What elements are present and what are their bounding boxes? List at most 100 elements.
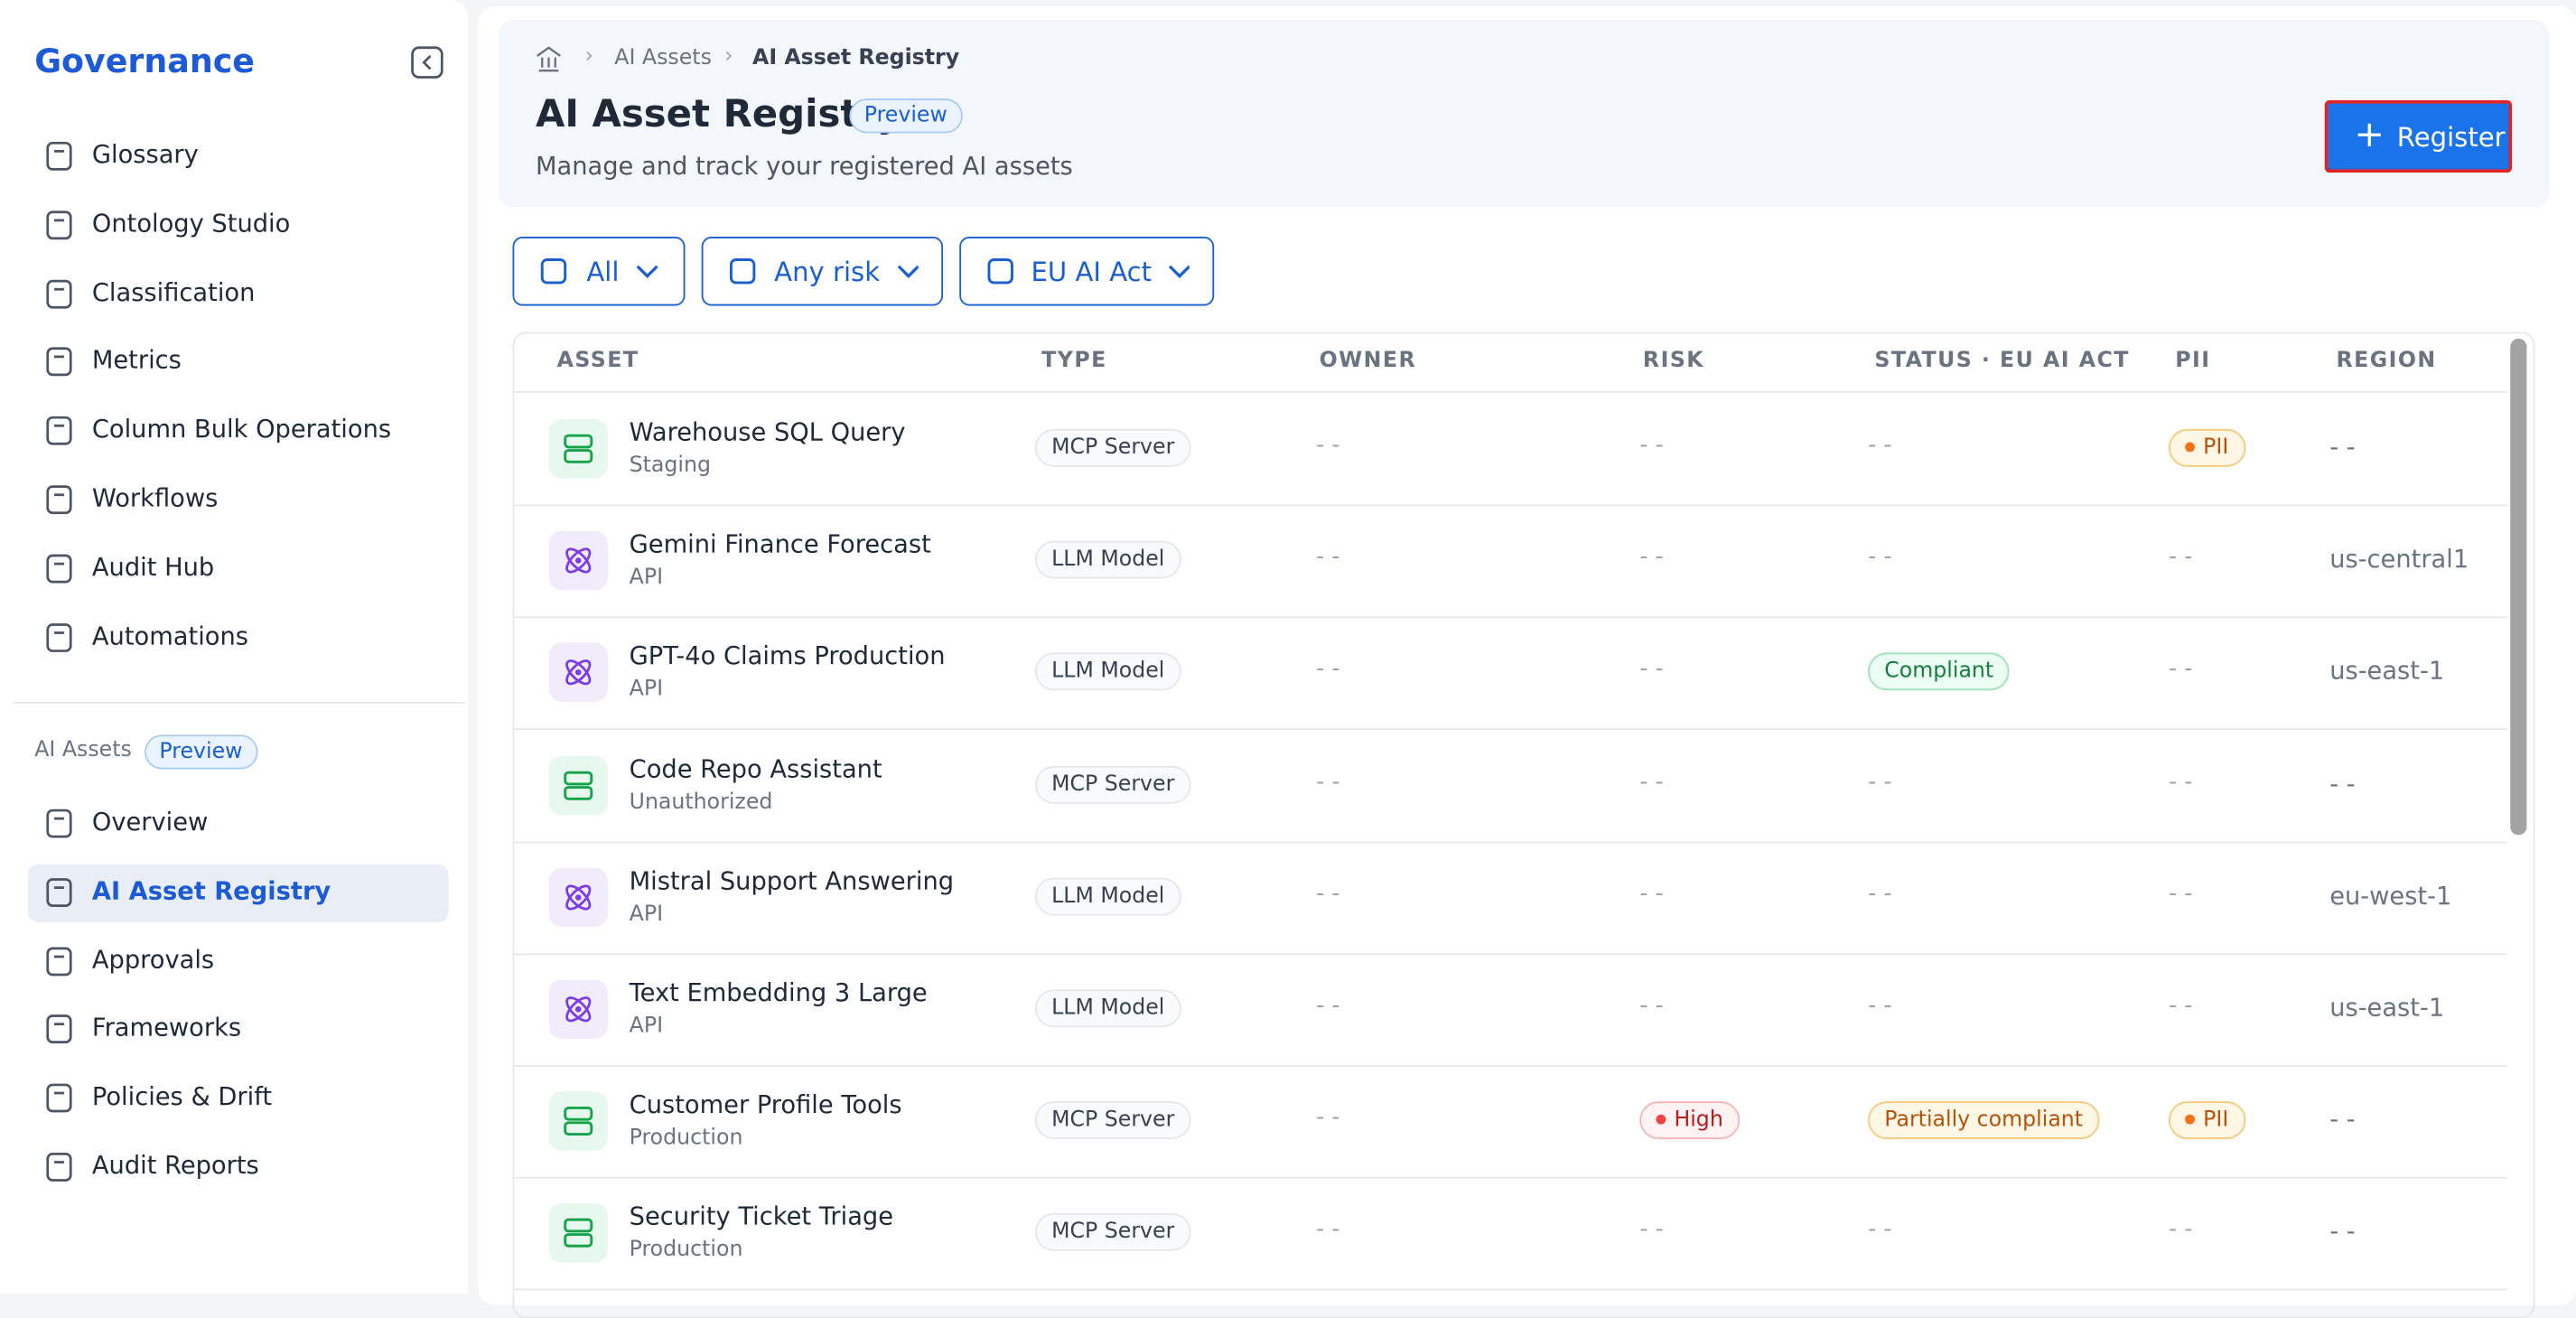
cell-text: - - [1868,544,1892,571]
filter-label: Any risk [774,255,881,287]
cell-text: - - [1639,880,1664,908]
collapse-button [411,46,443,79]
nav-icon [42,552,75,584]
asset-icon [548,1091,608,1152]
cell-text: - - [1315,432,1340,459]
badge-dot [2185,441,2196,452]
nav-icon-svg [46,877,72,907]
cell-text: - - [2329,432,2356,463]
filter-dropdown[interactable]: All [512,237,686,306]
row-divider [514,616,2507,619]
nav-item[interactable]: Audit Reports [91,1150,259,1181]
nav-item[interactable]: Classification [91,276,256,307]
asset-name[interactable]: GPT-4o Claims Production [629,641,946,672]
badge-dot [2185,1114,2196,1125]
cell-text: - - [1639,1217,1664,1244]
page-subtitle: Manage and track your registered AI asse… [535,151,1073,182]
nav-icon-svg [46,485,72,515]
cell-text: us-east-1 [2329,993,2445,1023]
status-badge: High [1639,1101,1741,1140]
badge-label: LLM Model [1051,883,1165,909]
cell-text: - - [2168,656,2193,683]
table-frame [512,332,2535,1318]
nav-item[interactable]: Metrics [91,345,182,376]
asset-subtitle: Unauthorized [629,790,773,815]
nav-icon-svg [46,622,72,652]
status-badge: Partially compliant [1868,1101,2100,1140]
badge-dot [1656,1114,1666,1125]
column-header: OWNER [1319,348,1417,374]
scrollbar[interactable] [2510,338,2527,836]
nav-icon [42,346,75,379]
cell-text: - - [2329,1105,2356,1135]
column-header: ASSET [556,348,639,374]
nav-item[interactable]: Audit Hub [91,552,215,582]
filter-dropdown[interactable]: EU AI Act [959,237,1215,306]
asset-name[interactable]: Customer Profile Tools [629,1089,902,1120]
breadcrumb-link[interactable]: AI Assets [614,45,712,71]
nav-item[interactable]: Frameworks [91,1013,242,1043]
type-pill: LLM Model [1034,877,1181,916]
nav-item[interactable]: AI Asset Registry [91,875,331,906]
asset-icon [548,755,608,815]
cell-text: - - [1315,1105,1340,1132]
nav-icon [42,1014,75,1046]
section-label: AI Assets [34,738,132,763]
asset-icon-svg [548,867,608,927]
nav-icon [42,807,75,839]
asset-name[interactable]: Mistral Support Answering [629,865,955,896]
asset-name[interactable]: Security Ticket Triage [629,1201,894,1232]
cell-text: - - [1639,432,1664,459]
asset-icon-svg [548,755,608,815]
nav-icon [42,621,75,653]
asset-icon-svg [548,1091,608,1152]
nav-icon-svg [46,348,72,377]
sidebar [0,0,469,1295]
nav-icon-svg [46,1083,72,1113]
nav-item[interactable]: Approvals [91,944,215,975]
nav-item[interactable]: Automations [91,621,248,650]
asset-subtitle: API [629,1014,664,1039]
nav-icon-svg [46,210,72,239]
asset-icon-svg [548,418,608,479]
row-divider [514,504,2507,507]
asset-icon [548,643,608,703]
nav-icon-svg [46,1152,72,1182]
cell-text: - - [2168,993,2193,1020]
chevron [636,265,658,279]
asset-name[interactable]: Gemini Finance Forecast [629,529,931,560]
cell-text: - - [1315,880,1340,908]
nav-item[interactable]: Overview [91,807,209,837]
asset-name[interactable]: Warehouse SQL Query [629,417,906,447]
register-button[interactable]: + Register [2324,99,2513,173]
status-badge: PII [2168,1101,2245,1140]
badge-label: PII [2203,1108,2229,1134]
cell-text: - - [1868,880,1892,908]
cell-text: - - [1315,656,1340,683]
chevron [896,265,919,279]
badge-label: LLM Model [1051,659,1165,685]
asset-icon-svg [548,979,608,1039]
cell-text: - - [1639,768,1664,795]
asset-name[interactable]: Text Embedding 3 Large [629,977,928,1008]
nav-item[interactable]: Glossary [91,139,199,170]
badge-label: LLM Model [1051,547,1165,573]
asset-subtitle: API [629,902,664,927]
type-pill: LLM Model [1034,989,1181,1028]
asset-subtitle: Production [629,1126,743,1152]
row-divider [514,840,2507,843]
filter-dropdown[interactable]: Any risk [701,237,944,306]
nav-item[interactable]: Ontology Studio [91,208,291,238]
badge-label: Partially compliant [1884,1108,2084,1134]
nav-item[interactable]: Workflows [91,482,219,513]
badge-label: MCP Server [1051,1220,1175,1246]
nav-item[interactable]: Policies & Drift [91,1081,273,1112]
badge-label: MCP Server [1051,771,1175,797]
filter-icon [729,258,756,285]
asset-icon [548,867,608,927]
asset-name[interactable]: Code Repo Assistant [629,753,882,784]
cell-text: - - [2168,768,2193,795]
nav-item[interactable]: Column Bulk Operations [91,414,392,444]
type-pill: MCP Server [1034,1213,1191,1252]
row-divider [514,1177,2507,1179]
